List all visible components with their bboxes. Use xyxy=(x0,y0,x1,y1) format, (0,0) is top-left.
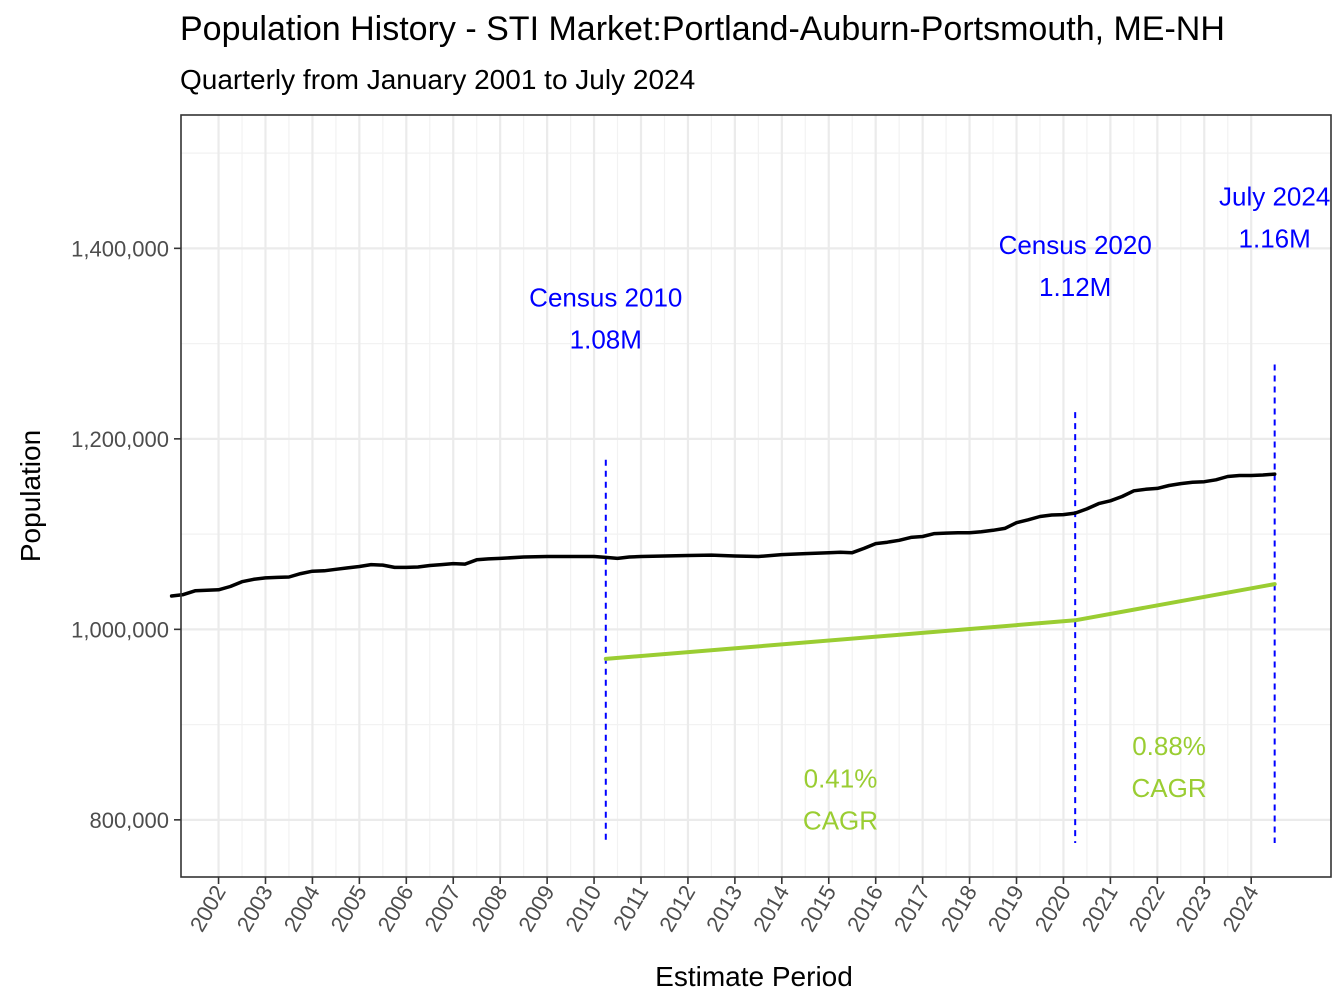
y-axis: 800,000 1,000,000 1,200,000 1,400,000 xyxy=(71,236,181,833)
x-tick-label-11: 2013 xyxy=(701,881,747,936)
x-tick-label-8: 2010 xyxy=(560,881,606,936)
reference-lines xyxy=(604,364,1276,843)
x-tick-label-2: 2004 xyxy=(279,881,325,936)
grid-major xyxy=(181,115,1331,877)
x-tick-label-6: 2008 xyxy=(466,881,512,936)
annotation-0-line2: 1.08M xyxy=(570,324,642,354)
x-tick-label-22: 2024 xyxy=(1217,881,1263,936)
series-line-0 xyxy=(169,472,1277,598)
x-tick-label-19: 2021 xyxy=(1077,881,1123,936)
y-tick-label-0: 800,000 xyxy=(89,808,169,833)
x-tick-label-7: 2009 xyxy=(513,881,559,936)
chart-subtitle: Quarterly from January 2001 to July 2024 xyxy=(180,64,696,95)
x-tick-label-18: 2020 xyxy=(1030,881,1076,936)
series-line-1 xyxy=(603,582,1277,661)
x-tick-label-14: 2016 xyxy=(842,881,888,936)
x-tick-label-4: 2006 xyxy=(373,881,419,936)
annotation-4-line1: 0.88% xyxy=(1132,731,1206,761)
annotation-3-line1: 0.41% xyxy=(804,763,878,793)
annotations: Census 2010 1.08M Census 2020 1.12M July 202… xyxy=(529,181,1330,835)
x-tick-label-9: 2011 xyxy=(608,881,653,934)
chart-title: Population History - STI Market:Portland… xyxy=(180,10,1225,48)
y-tick-label-1: 1,000,000 xyxy=(71,617,169,642)
x-tick-label-1: 2003 xyxy=(232,881,278,936)
x-tick-label-17: 2019 xyxy=(983,881,1029,936)
grid-minor xyxy=(181,115,1331,877)
y-axis-title: Population xyxy=(15,430,46,562)
y-tick-label-3: 1,400,000 xyxy=(71,236,169,261)
x-tick-label-16: 2018 xyxy=(936,881,982,936)
x-axis-title: Estimate Period xyxy=(655,961,853,992)
x-tick-label-15: 2017 xyxy=(889,881,935,936)
plot-border xyxy=(180,114,1332,878)
annotation-1-line1: Census 2020 xyxy=(999,230,1152,260)
annotation-1-line2: 1.12M xyxy=(1039,272,1111,302)
annotation-4-line2: CAGR xyxy=(1131,773,1206,803)
x-tick-label-3: 2005 xyxy=(326,881,372,936)
x-tick-label-20: 2022 xyxy=(1124,881,1170,936)
annotation-0-line1: Census 2010 xyxy=(529,282,682,312)
annotation-3-line2: CAGR xyxy=(803,805,878,835)
y-tick-label-2: 1,200,000 xyxy=(71,427,169,452)
plot-background xyxy=(181,115,1331,877)
annotation-2-line1: July 2024 xyxy=(1219,181,1330,211)
x-axis: 2002 2003 2004 2005 2006 2007 2008 2009 2010 2011… xyxy=(185,877,1264,936)
x-tick-label-10: 2012 xyxy=(654,881,700,936)
x-tick-label-0: 2002 xyxy=(185,881,231,936)
series-lines xyxy=(169,472,1277,661)
x-tick-label-21: 2023 xyxy=(1170,881,1216,936)
x-tick-label-13: 2015 xyxy=(795,881,841,936)
x-tick-label-5: 2007 xyxy=(419,881,465,936)
annotation-2-line2: 1.16M xyxy=(1239,223,1311,253)
x-tick-label-12: 2014 xyxy=(748,881,794,936)
